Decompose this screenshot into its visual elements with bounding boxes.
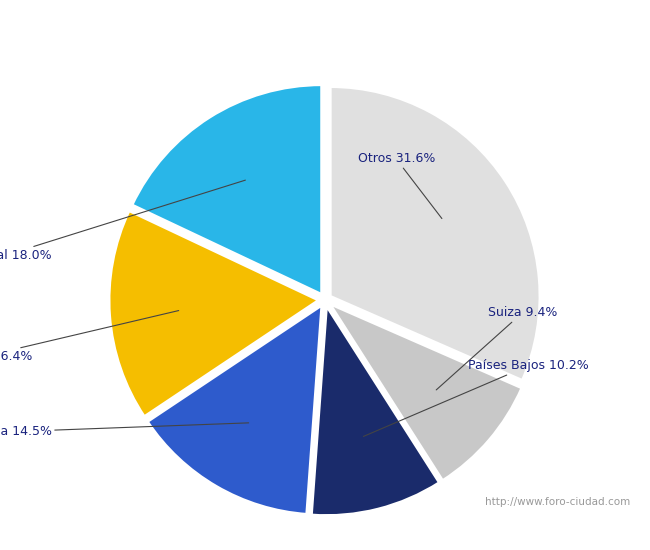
Text: http://www.foro-ciudad.com: http://www.foro-ciudad.com: [486, 497, 630, 507]
Wedge shape: [330, 87, 540, 381]
Text: Allariz - Turistas extranjeros según país - Abril de 2024: Allariz - Turistas extranjeros según paí…: [116, 16, 534, 33]
Text: Otros 31.6%: Otros 31.6%: [358, 152, 442, 218]
Text: Alemania 16.4%: Alemania 16.4%: [0, 311, 179, 364]
Text: Suiza 9.4%: Suiza 9.4%: [436, 306, 557, 390]
Text: Países Bajos 10.2%: Países Bajos 10.2%: [363, 359, 589, 437]
Wedge shape: [132, 85, 322, 294]
Text: Francia 14.5%: Francia 14.5%: [0, 423, 249, 438]
Wedge shape: [148, 305, 322, 514]
Wedge shape: [109, 211, 318, 416]
Text: Portugal 18.0%: Portugal 18.0%: [0, 180, 246, 262]
Wedge shape: [311, 306, 439, 515]
Wedge shape: [330, 304, 522, 481]
